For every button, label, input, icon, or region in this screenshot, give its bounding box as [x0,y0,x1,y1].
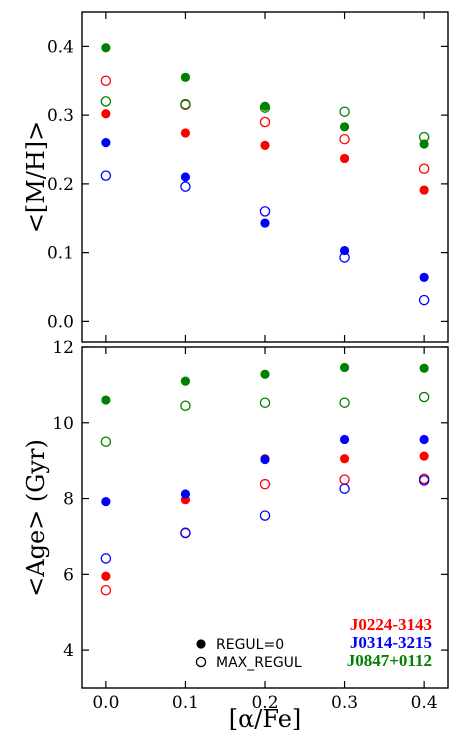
legend-series-j0224: J0224-3143 [350,615,432,634]
metallicity-point-filled [101,138,111,148]
metallicity-point-filled [339,122,350,132]
legend-marker-filled [196,639,206,649]
age-point-filled [339,454,350,464]
metallicity-point-filled [419,272,429,282]
metallicity-points [100,43,430,306]
metallicity-point-open [259,116,271,128]
age-point-filled [260,454,270,465]
legend-label-max-regul: MAX_REGUL [216,655,302,671]
age-point-filled [419,363,429,373]
age-point-open [339,483,350,494]
age-point-open [339,397,350,408]
age-point-open [180,527,191,539]
metallicity-point-open [339,133,350,145]
age-point-open [259,397,271,408]
metallicity-point-open [180,181,191,192]
legend-series-j0314: J0314-3215 [350,633,432,652]
metallicity-point-filled [180,128,191,138]
age-point-open [418,475,430,486]
age-points [100,362,430,596]
age-axis-title: <Age> (Gyr) [22,439,50,597]
age-point-filled [101,571,111,581]
metallicity-ytick-label: 0.0 [47,312,74,332]
metallicity-ytick-label: 0.1 [47,244,74,264]
metallicity-point-open [259,102,271,113]
metallicity-point-open [100,96,112,107]
metallicity-ticks: 0.0 0.1 0.2 0.3 0.4 [47,12,448,342]
legend: REGUL=0 MAX_REGUL J0224-3143 J0314-3215 … [195,615,432,671]
metallicity-ytick-label: 0.2 [47,175,74,195]
age-point-open [339,474,350,485]
legend-label-regul0: REGUL=0 [216,637,284,653]
age-xtick-label: 0.3 [331,693,358,713]
metallicity-point-open [259,206,271,217]
metallicity-ytick-label: 0.4 [47,37,74,57]
legend-marker-open [195,656,207,668]
age-point-filled [101,395,111,405]
metallicity-point-filled [101,109,111,119]
age-xtick-label: 0.4 [411,693,438,713]
metallicity-point-open [418,131,430,143]
metallicity-point-filled [419,185,429,195]
age-point-filled [180,489,191,499]
age-point-open [100,584,112,596]
age-point-open [180,400,191,411]
age-ytick-label: 12 [52,338,74,358]
age-xtick-label: 0.2 [251,693,278,713]
metallicity-panel-frame [81,11,449,343]
age-point-filled [419,451,429,461]
age-ticks: 4 6 8 10 12 0.0 0.1 0.2 0.3 0.4 [52,338,448,713]
age-xtick-label: 0.1 [172,693,199,713]
metallicity-point-open [100,170,112,181]
age-point-filled [419,434,429,445]
metallicity-point-open [100,75,112,87]
metallicity-point-open [418,294,430,306]
metallicity-point-filled [180,72,191,82]
metallicity-ytick-label: 0.3 [47,106,74,126]
age-xtick-label: 0.0 [92,693,119,713]
legend-series-j0847: J0847+0112 [347,651,432,670]
age-ytick-label: 10 [52,414,74,434]
age-ytick-label: 8 [63,490,74,510]
metallicity-point-open [180,98,191,110]
age-point-filled [260,369,270,379]
metallicity-point-filled [339,153,350,164]
age-ytick-label: 6 [63,565,74,585]
metallicity-axis-title: <[M/H]> [22,121,50,234]
metallicity-point-filled [180,172,191,182]
age-point-open [259,510,271,521]
age-point-filled [339,362,350,373]
metallicity-point-filled [260,218,270,228]
metallicity-point-filled [101,43,111,53]
metallicity-point-open [339,252,350,263]
age-point-open [418,391,430,403]
age-point-filled [101,496,111,507]
age-point-open [100,553,112,564]
x-axis-title: [α/Fe] [229,705,302,733]
metallicity-point-open [339,106,350,117]
metallicity-point-open [418,163,430,174]
age-point-open [100,436,112,447]
age-point-filled [339,434,350,445]
age-ytick-label: 4 [63,641,74,661]
age-point-filled [180,376,191,386]
age-point-open [259,478,271,490]
metallicity-point-filled [260,140,270,150]
